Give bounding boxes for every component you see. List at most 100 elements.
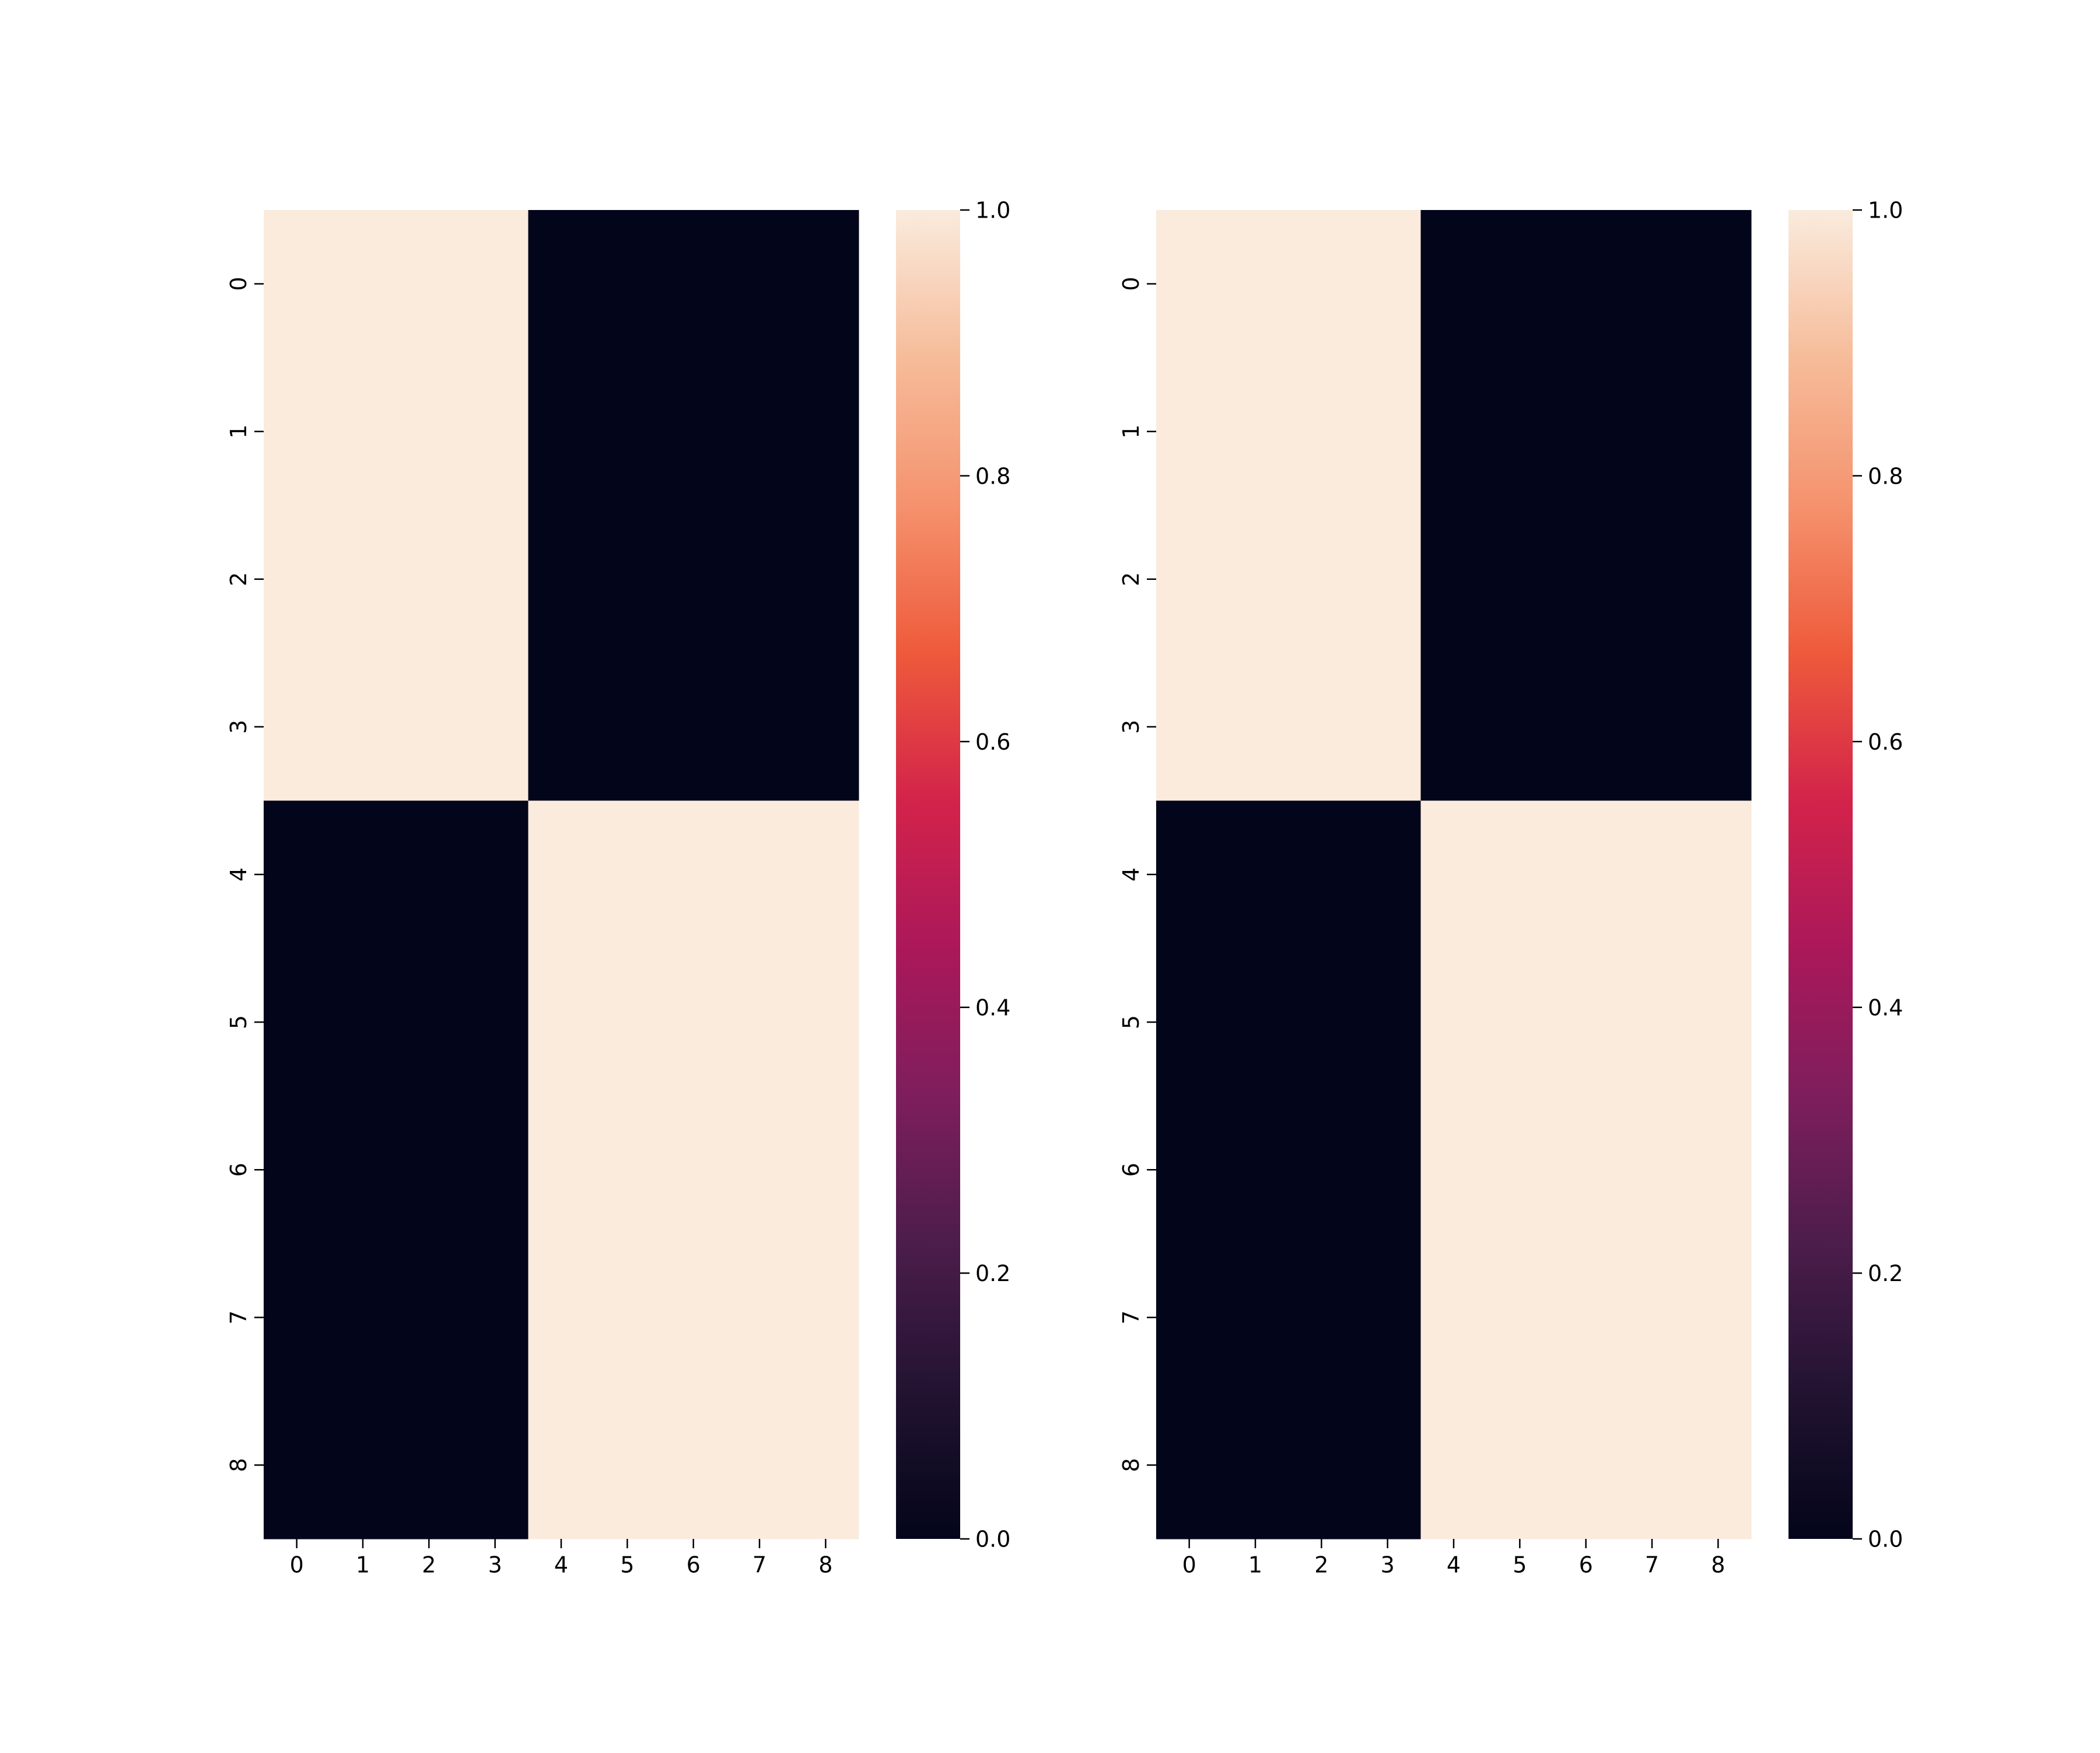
heatmap-cell	[1354, 505, 1421, 653]
heatmap-cell	[1420, 1096, 1488, 1244]
heatmap-cell	[528, 948, 595, 1097]
y-tick-label: 3	[226, 720, 251, 734]
heatmap-cell	[726, 653, 793, 802]
heatmap-cell	[1486, 1391, 1553, 1539]
heatmap-cell	[594, 653, 661, 802]
y-tick-label: 7	[1118, 1310, 1144, 1324]
heatmap-cell	[1288, 358, 1355, 506]
colorbar-tick-label: 0.6	[975, 729, 1010, 755]
y-tick-label: 1	[1118, 425, 1144, 439]
heatmap-panel-2: 0 1 2 3 4 5 6 7 8 0 1 2 3 4 5 6 7 8 0.0 0.2 0.4 0.6 0.8 1.0	[1118, 198, 1903, 1578]
heatmap-cell	[594, 948, 661, 1097]
heatmap-cell	[396, 358, 463, 506]
heatmap-cell	[594, 505, 661, 653]
heatmap-cell	[528, 358, 595, 506]
heatmap-cell	[462, 1243, 528, 1392]
heatmap-cell	[1685, 1096, 1752, 1244]
heatmap-cell	[594, 210, 661, 358]
heatmap-cell	[1553, 800, 1619, 949]
heatmap-cell	[1156, 653, 1223, 802]
heatmap-cell	[1553, 948, 1619, 1097]
heatmap-cell	[1354, 653, 1421, 802]
heatmap-cell	[1420, 948, 1488, 1097]
heatmap-cell	[528, 1096, 595, 1244]
heatmap-cell	[660, 1243, 727, 1392]
heatmap-cells	[264, 210, 859, 1539]
heatmap-cell	[330, 1243, 397, 1392]
heatmap-cell	[1619, 358, 1686, 506]
y-tick-label: 0	[1118, 277, 1144, 291]
heatmap-cell	[1685, 800, 1752, 949]
heatmap-cell	[1288, 1391, 1355, 1539]
heatmap-cell	[1354, 1243, 1421, 1392]
heatmap-cell	[330, 505, 397, 653]
heatmap-cell	[396, 800, 463, 949]
x-tick-label: 6	[1579, 1552, 1593, 1578]
heatmap-cell	[726, 1391, 793, 1539]
heatmap-cell	[330, 1391, 397, 1539]
heatmap-cell	[396, 1096, 463, 1244]
heatmap-cell	[330, 653, 397, 802]
colorbar-tick-label: 0.2	[1868, 1261, 1903, 1286]
heatmap-cell	[264, 1391, 330, 1539]
heatmap-cell	[264, 800, 330, 949]
heatmap-cell	[1685, 1243, 1752, 1392]
heatmap-cell	[1619, 948, 1686, 1097]
heatmap-cell	[1288, 1096, 1355, 1244]
heatmap-cell	[792, 653, 859, 802]
heatmap-cell	[660, 800, 727, 949]
y-tick-label: 2	[1118, 572, 1144, 586]
y-tick-label: 7	[226, 1310, 251, 1324]
x-tick-label: 6	[687, 1552, 701, 1578]
colorbar-tick-label: 0.8	[1868, 463, 1903, 489]
heatmap-cell	[1288, 948, 1355, 1097]
x-tick-label: 8	[1711, 1552, 1725, 1578]
heatmap-cell	[1420, 1243, 1488, 1392]
heatmap-cell	[264, 358, 330, 506]
heatmap-cell	[594, 800, 661, 949]
heatmap-cell	[1288, 653, 1355, 802]
heatmap-cell	[1420, 1391, 1488, 1539]
x-tick-label: 4	[1447, 1552, 1461, 1578]
heatmap-cell	[1553, 653, 1619, 802]
heatmap-cell	[1486, 210, 1553, 358]
colorbar-gradient	[1788, 210, 1853, 1539]
heatmap-cell	[660, 1096, 727, 1244]
heatmap-cell	[528, 505, 595, 653]
heatmap-cell	[1354, 1391, 1421, 1539]
heatmap-cell	[396, 1243, 463, 1392]
heatmap-cell	[462, 1391, 528, 1539]
y-tick-label: 6	[1118, 1163, 1144, 1177]
heatmap-cell	[264, 653, 330, 802]
heatmap-cell	[330, 948, 397, 1097]
x-tick-label: 3	[1381, 1552, 1395, 1578]
heatmap-cell	[1685, 948, 1752, 1097]
heatmap-cell	[330, 358, 397, 506]
heatmap-cell	[1486, 1243, 1553, 1392]
colorbar-tick-label: 0.0	[975, 1527, 1010, 1552]
y-tick-label: 4	[1118, 867, 1144, 881]
heatmap-cell	[1156, 358, 1223, 506]
heatmap-cell	[726, 210, 793, 358]
x-tick-label: 3	[488, 1552, 502, 1578]
heatmap-cell	[1354, 210, 1421, 358]
heatmap-cell	[792, 358, 859, 506]
heatmap-cell	[462, 1096, 528, 1244]
heatmap-cell	[1685, 505, 1752, 653]
x-tick-label: 4	[554, 1552, 568, 1578]
heatmap-cell	[1156, 948, 1223, 1097]
x-tick-label: 1	[1248, 1552, 1262, 1578]
y-tick-label: 8	[226, 1458, 251, 1472]
heatmap-cell	[1222, 653, 1289, 802]
heatmap-cell	[1685, 358, 1752, 506]
colorbar-tick-label: 0.4	[1868, 995, 1903, 1020]
heatmap-cell	[1685, 1391, 1752, 1539]
heatmap-cell	[396, 948, 463, 1097]
heatmap-cell	[1354, 358, 1421, 506]
heatmap-cell	[792, 1391, 859, 1539]
heatmap-cell	[1420, 800, 1488, 949]
heatmap-cell	[1288, 800, 1355, 949]
colorbar-tick-label: 0.8	[975, 463, 1010, 489]
heatmap-cell	[1553, 505, 1619, 653]
